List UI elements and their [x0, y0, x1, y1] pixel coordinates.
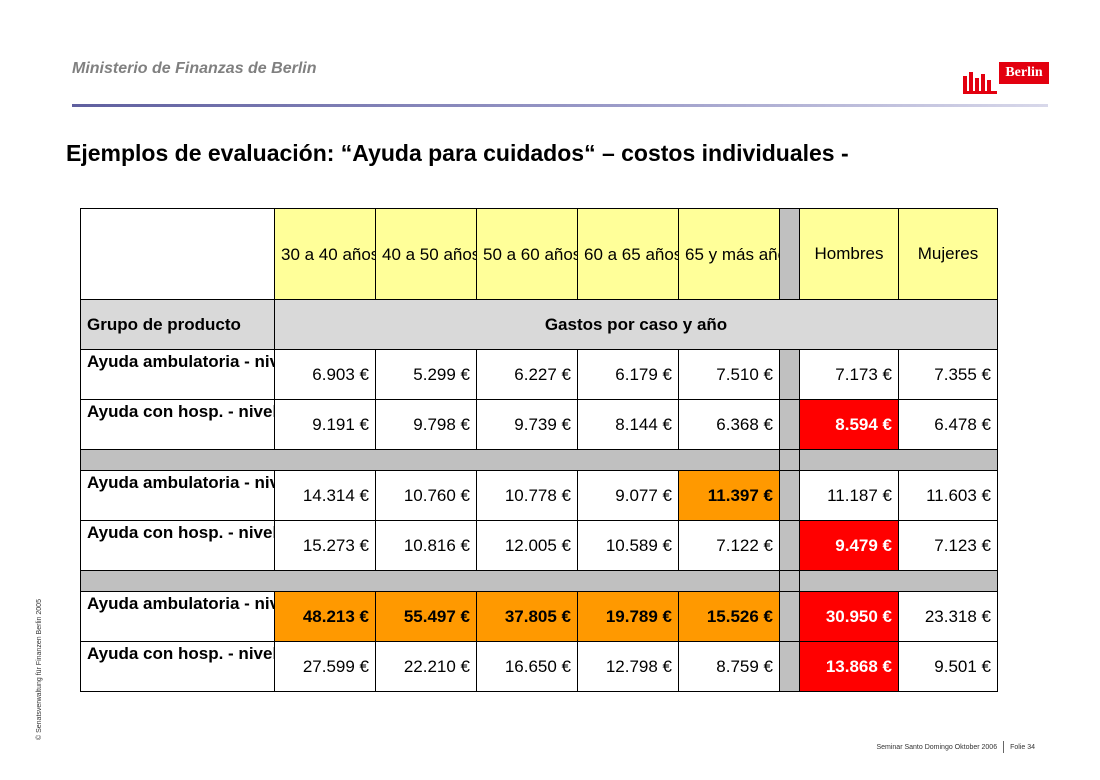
- cost-cell-women: 9.501 €: [898, 641, 998, 692]
- header-row: 30 a 40 años 40 a 50 años 50 a 60 años 6…: [80, 208, 998, 300]
- organization-title: Ministerio de Finanzas de Berlin: [72, 60, 317, 77]
- age-header: 60 a 65 años: [577, 208, 679, 300]
- row-label: Ayuda con hosp. - nivel 1: [80, 399, 275, 450]
- cost-cell: 9.798 €: [375, 399, 477, 450]
- table-row: Ayuda ambulatoria - nivel 1 6.903 € 5.29…: [80, 349, 998, 400]
- cost-cell: 5.299 €: [375, 349, 477, 400]
- table-row: Ayuda con hosp. - nivel 2 15.273 € 10.81…: [80, 520, 998, 571]
- age-header: 30 a 40 años: [274, 208, 376, 300]
- age-header: 65 y más años: [678, 208, 780, 300]
- slide-title: Ejemplos de evaluación: “Ayuda para cuid…: [66, 140, 849, 166]
- cost-cell-men-highlight: 8.594 €: [799, 399, 899, 450]
- cost-cell: 14.314 €: [274, 470, 376, 521]
- cost-cell: 10.760 €: [375, 470, 477, 521]
- row-label: Ayuda ambulatoria - nivel 1: [80, 349, 275, 400]
- row-label: Ayuda con hosp. - nivel 2: [80, 520, 275, 571]
- cost-cell-men-highlight: 30.950 €: [799, 591, 899, 642]
- cost-cell-highlight: 11.397 €: [678, 470, 780, 521]
- costs-table: 30 a 40 años 40 a 50 años 50 a 60 años 6…: [80, 208, 998, 692]
- column-separator: [779, 470, 800, 521]
- cost-cell: 7.122 €: [678, 520, 780, 571]
- footer-divider: [1003, 741, 1005, 753]
- cost-cell: 10.816 €: [375, 520, 477, 571]
- cost-cell-women: 7.355 €: [898, 349, 998, 400]
- copyright-note: © Senatsverwaltung für Finanzen Berlin 2…: [36, 599, 43, 740]
- berlin-bear-mark-icon: [963, 72, 997, 94]
- cost-cell: 10.589 €: [577, 520, 679, 571]
- separator-row: [80, 570, 998, 592]
- cost-cell: 6.227 €: [476, 349, 578, 400]
- cost-cell: 12.798 €: [577, 641, 679, 692]
- corner-cell: [80, 208, 275, 300]
- column-separator: [779, 399, 800, 450]
- cost-cell: 8.144 €: [577, 399, 679, 450]
- cost-cell-highlight: 37.805 €: [476, 591, 578, 642]
- sex-header: Mujeres: [898, 208, 998, 300]
- cost-cell: 6.368 €: [678, 399, 780, 450]
- column-separator: [779, 349, 800, 400]
- cost-cell-women: 6.478 €: [898, 399, 998, 450]
- cost-cell: 9.191 €: [274, 399, 376, 450]
- cost-cell-women: 7.123 €: [898, 520, 998, 571]
- cost-cell: 10.778 €: [476, 470, 578, 521]
- row-separator: [80, 570, 780, 592]
- slide-number: Folie 34: [1010, 743, 1035, 751]
- column-separator: [779, 570, 800, 592]
- cost-cell-men: 7.173 €: [799, 349, 899, 400]
- column-separator: [779, 641, 800, 692]
- cost-cell-highlight: 55.497 €: [375, 591, 477, 642]
- column-separator: [779, 520, 800, 571]
- cost-cell-men-highlight: 13.868 €: [799, 641, 899, 692]
- cost-cell-men: 11.187 €: [799, 470, 899, 521]
- row-separator: [80, 449, 780, 471]
- row-separator: [799, 570, 998, 592]
- table-row: Ayuda ambulatoria - nivel 2 14.314 € 10.…: [80, 470, 998, 521]
- table-row: Ayuda ambulatoria - nivel 3 48.213 € 55.…: [80, 591, 998, 642]
- age-header: 40 a 50 años: [375, 208, 477, 300]
- cost-cell: 8.759 €: [678, 641, 780, 692]
- cost-cell: 6.179 €: [577, 349, 679, 400]
- cost-cell: 6.903 €: [274, 349, 376, 400]
- cost-cell: 16.650 €: [476, 641, 578, 692]
- row-label: Ayuda con hosp. - nivel 3: [80, 641, 275, 692]
- header-rule: [72, 104, 1048, 107]
- group-label: Grupo de producto: [80, 299, 275, 350]
- age-header: 50 a 60 años: [476, 208, 578, 300]
- cost-cell-highlight: 19.789 €: [577, 591, 679, 642]
- cost-cell-women: 23.318 €: [898, 591, 998, 642]
- cost-cell-women: 11.603 €: [898, 470, 998, 521]
- cost-cell: 22.210 €: [375, 641, 477, 692]
- cost-cell: 15.273 €: [274, 520, 376, 571]
- cost-cell: 27.599 €: [274, 641, 376, 692]
- berlin-logo-text: Berlin: [999, 62, 1049, 84]
- separator-row: [80, 449, 998, 471]
- table-row: Ayuda con hosp. - nivel 3 27.599 € 22.21…: [80, 641, 998, 692]
- column-separator: [779, 591, 800, 642]
- row-label: Ayuda ambulatoria - nivel 3: [80, 591, 275, 642]
- cost-cell-highlight: 48.213 €: [274, 591, 376, 642]
- cost-cell: 9.077 €: [577, 470, 679, 521]
- cost-cell: 9.739 €: [476, 399, 578, 450]
- seminar-label: Seminar Santo Domingo Oktober 2006: [876, 743, 998, 751]
- row-label: Ayuda ambulatoria - nivel 2: [80, 470, 275, 521]
- cost-cell: 7.510 €: [678, 349, 780, 400]
- cost-cell-highlight: 15.526 €: [678, 591, 780, 642]
- sex-header: Hombres: [799, 208, 899, 300]
- cost-cell-men-highlight: 9.479 €: [799, 520, 899, 571]
- row-separator: [799, 449, 998, 471]
- column-separator: [779, 208, 800, 300]
- group-caption: Gastos por caso y año: [274, 299, 998, 350]
- berlin-logo: Berlin: [963, 60, 1049, 94]
- cost-cell: 12.005 €: [476, 520, 578, 571]
- slide-footer: Seminar Santo Domingo Oktober 2006 Folie …: [876, 741, 1035, 753]
- table-row: Ayuda con hosp. - nivel 1 9.191 € 9.798 …: [80, 399, 998, 450]
- group-row: Grupo de producto Gastos por caso y año: [80, 299, 998, 350]
- column-separator: [779, 449, 800, 471]
